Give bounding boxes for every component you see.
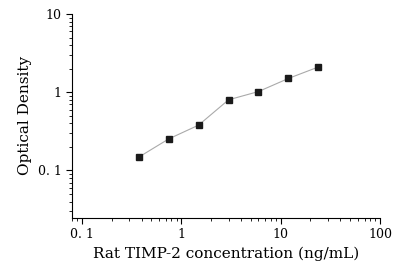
Y-axis label: Optical Density: Optical Density <box>18 56 32 175</box>
X-axis label: Rat TIMP-2 concentration (ng/mL): Rat TIMP-2 concentration (ng/mL) <box>93 247 359 261</box>
